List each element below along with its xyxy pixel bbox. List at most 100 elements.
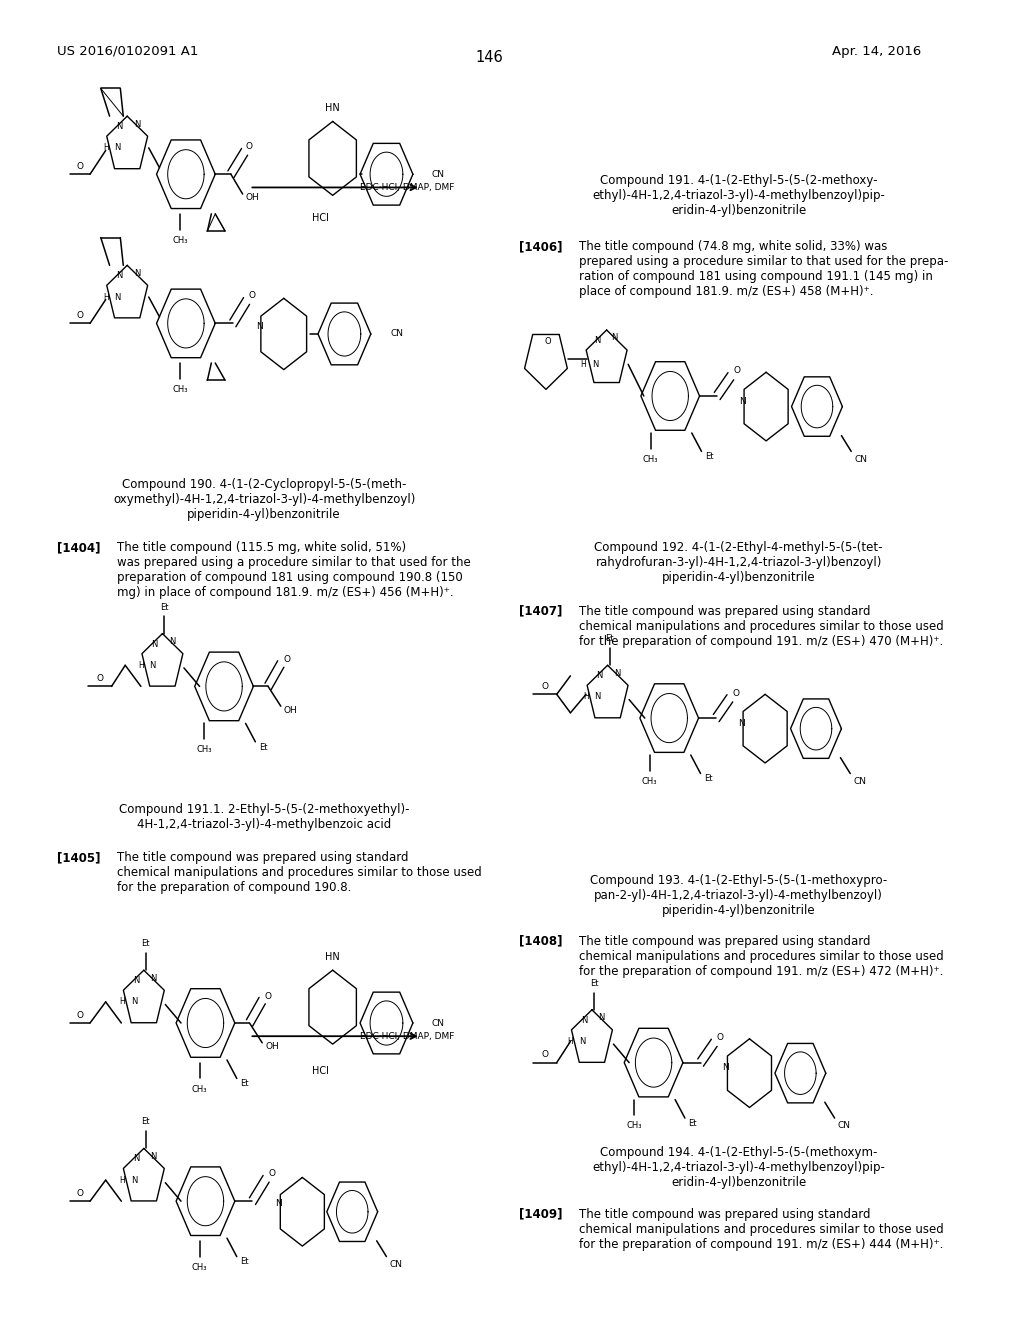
Text: O: O (246, 143, 253, 150)
Text: CN: CN (854, 777, 866, 785)
Text: OH: OH (265, 1043, 279, 1051)
Text: OH: OH (284, 706, 297, 714)
Text: [1406]: [1406] (518, 240, 562, 253)
Text: CN: CN (391, 330, 403, 338)
Text: Et: Et (259, 743, 267, 751)
Text: CN: CN (838, 1122, 851, 1130)
Text: [1409]: [1409] (518, 1208, 562, 1221)
Text: H: H (567, 1038, 573, 1045)
Text: O: O (77, 1011, 84, 1019)
Text: H: H (102, 293, 109, 301)
Text: US 2016/0102091 A1: US 2016/0102091 A1 (56, 45, 198, 58)
Text: N: N (115, 144, 121, 152)
Text: N: N (599, 1014, 605, 1022)
Text: N: N (614, 669, 621, 677)
Text: [1405]: [1405] (56, 851, 100, 865)
Text: O: O (268, 1170, 275, 1177)
Text: H: H (584, 693, 589, 701)
Text: N: N (133, 1155, 139, 1163)
Text: [1407]: [1407] (518, 605, 562, 618)
Text: N: N (131, 1176, 137, 1184)
Text: O: O (733, 367, 740, 375)
Text: O: O (77, 1189, 84, 1197)
Text: N: N (134, 120, 140, 128)
Text: [1404]: [1404] (56, 541, 100, 554)
Text: Et: Et (141, 1118, 151, 1126)
Text: O: O (249, 292, 256, 300)
Text: O: O (542, 1051, 549, 1059)
Text: Apr. 14, 2016: Apr. 14, 2016 (833, 45, 922, 58)
Text: N: N (116, 123, 123, 131)
Text: CH₃: CH₃ (642, 777, 657, 785)
Text: O: O (542, 682, 549, 690)
Text: N: N (611, 334, 617, 342)
Text: O: O (96, 675, 103, 682)
Text: The title compound (74.8 mg, white solid, 33%) was
prepared using a procedure si: The title compound (74.8 mg, white solid… (580, 240, 948, 298)
Text: The title compound was prepared using standard
chemical manipulations and proced: The title compound was prepared using st… (580, 605, 944, 648)
Text: Compound 192. 4-(1-(2-Ethyl-4-methyl-5-(5-(tet-
rahydrofuran-3-yl)-4H-1,2,4-tria: Compound 192. 4-(1-(2-Ethyl-4-methyl-5-(… (595, 541, 883, 585)
Text: N: N (579, 1038, 586, 1045)
Text: O: O (732, 689, 739, 697)
Text: HCl: HCl (312, 213, 330, 223)
Text: H: H (120, 998, 125, 1006)
Text: H: H (581, 360, 586, 368)
Text: O: O (545, 338, 551, 346)
Text: H: H (138, 661, 143, 669)
Text: CH₃: CH₃ (172, 385, 187, 393)
Text: O: O (77, 162, 84, 170)
Text: O: O (284, 656, 290, 664)
Text: HN: HN (326, 103, 340, 114)
Text: N: N (256, 322, 262, 330)
Text: CN: CN (390, 1261, 402, 1269)
Text: CH₃: CH₃ (191, 1085, 207, 1093)
Text: N: N (116, 272, 123, 280)
Text: HN: HN (326, 952, 340, 962)
Text: Et: Et (241, 1080, 249, 1088)
Text: The title compound was prepared using standard
chemical manipulations and proced: The title compound was prepared using st… (580, 935, 944, 978)
Text: EDC·HCl, DMAP, DMF: EDC·HCl, DMAP, DMF (359, 183, 454, 191)
Text: CH₃: CH₃ (197, 746, 212, 754)
Text: N: N (597, 672, 603, 680)
Text: Compound 190. 4-(1-(2-Cyclopropyl-5-(5-(meth-
oxymethyl)-4H-1,2,4-triazol-3-yl)-: Compound 190. 4-(1-(2-Cyclopropyl-5-(5-(… (113, 478, 416, 521)
Text: N: N (595, 693, 601, 701)
Text: Et: Et (590, 979, 598, 987)
Text: N: N (592, 360, 598, 368)
Text: CH₃: CH₃ (627, 1122, 642, 1130)
Text: O: O (717, 1034, 724, 1041)
Text: N: N (738, 719, 745, 727)
Text: Compound 193. 4-(1-(2-Ethyl-5-(5-(1-methoxypro-
pan-2-yl)-4H-1,2,4-triazol-3-yl): Compound 193. 4-(1-(2-Ethyl-5-(5-(1-meth… (590, 874, 888, 917)
Text: N: N (723, 1064, 729, 1072)
Text: Et: Et (706, 453, 714, 461)
Text: The title compound (115.5 mg, white solid, 51%)
was prepared using a procedure s: The title compound (115.5 mg, white soli… (118, 541, 471, 599)
Text: H: H (102, 144, 109, 152)
Text: Et: Et (705, 775, 713, 783)
Text: N: N (152, 640, 158, 648)
Text: N: N (275, 1200, 283, 1208)
Text: CN: CN (854, 455, 867, 463)
Text: Et: Et (605, 635, 613, 643)
Text: H: H (120, 1176, 125, 1184)
Text: Et: Et (241, 1258, 249, 1266)
Text: N: N (151, 974, 157, 982)
Text: CN: CN (432, 1019, 444, 1027)
Text: O: O (264, 993, 271, 1001)
Text: Et: Et (160, 603, 169, 611)
Text: N: N (133, 977, 139, 985)
Text: OH: OH (246, 194, 259, 202)
Text: The title compound was prepared using standard
chemical manipulations and proced: The title compound was prepared using st… (580, 1208, 944, 1251)
Text: N: N (739, 397, 746, 405)
Text: Compound 191.1. 2-Ethyl-5-(5-(2-methoxyethyl)-
4H-1,2,4-triazol-3-yl)-4-methylbe: Compound 191.1. 2-Ethyl-5-(5-(2-methoxye… (119, 803, 410, 830)
Text: O: O (77, 312, 84, 319)
Text: Et: Et (688, 1119, 697, 1127)
Text: CN: CN (432, 170, 444, 178)
Text: N: N (581, 1016, 588, 1024)
Text: N: N (115, 293, 121, 301)
Text: CH₃: CH₃ (191, 1263, 207, 1271)
Text: 146: 146 (475, 50, 503, 65)
Text: N: N (131, 998, 137, 1006)
Text: HCl: HCl (312, 1065, 330, 1076)
Text: Compound 191. 4-(1-(2-Ethyl-5-(5-(2-methoxy-
ethyl)-4H-1,2,4-triazol-3-yl)-4-met: Compound 191. 4-(1-(2-Ethyl-5-(5-(2-meth… (592, 174, 885, 218)
Text: N: N (169, 638, 175, 645)
Text: Compound 194. 4-(1-(2-Ethyl-5-(5-(methoxym-
ethyl)-4H-1,2,4-triazol-3-yl)-4-meth: Compound 194. 4-(1-(2-Ethyl-5-(5-(methox… (592, 1146, 885, 1189)
Text: N: N (151, 1152, 157, 1160)
